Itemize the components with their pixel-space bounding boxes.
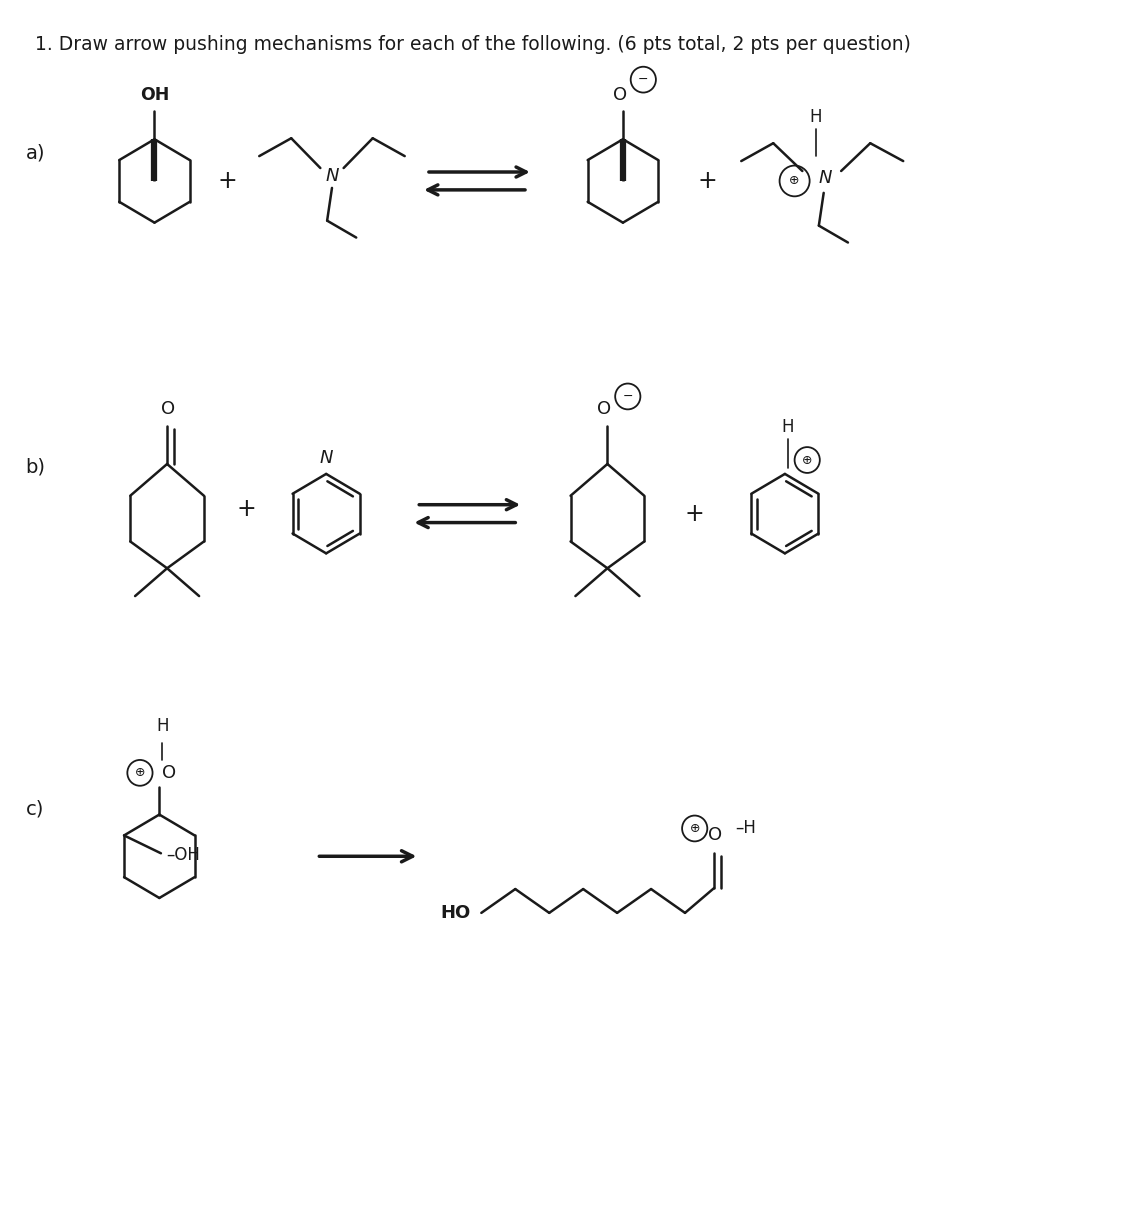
Text: O: O (161, 400, 175, 418)
Text: H: H (156, 717, 168, 735)
Text: ⊕: ⊕ (789, 175, 799, 188)
Text: N: N (320, 449, 333, 467)
Text: b): b) (26, 457, 45, 475)
Text: –H: –H (735, 820, 756, 837)
Text: +: + (698, 169, 717, 193)
Text: O: O (163, 764, 176, 782)
Text: –OH: –OH (167, 847, 201, 865)
Text: ⊕: ⊕ (690, 822, 700, 835)
Text: +: + (685, 502, 704, 525)
Text: OH: OH (140, 86, 169, 104)
Text: +: + (218, 169, 237, 193)
Text: −: − (622, 389, 633, 403)
Text: ⊕: ⊕ (134, 767, 146, 779)
Text: c): c) (26, 799, 44, 819)
Text: −: − (638, 73, 648, 86)
Text: HO: HO (440, 904, 471, 922)
Text: ⊕: ⊕ (802, 454, 813, 467)
Text: H: H (809, 108, 822, 126)
Text: +: + (237, 496, 256, 520)
Text: N: N (819, 169, 832, 187)
Text: 1. Draw arrow pushing mechanisms for each of the following. (6 pts total, 2 pts : 1. Draw arrow pushing mechanisms for eac… (35, 35, 911, 53)
Text: O: O (613, 86, 627, 104)
Text: O: O (708, 826, 723, 844)
Text: N: N (325, 167, 339, 184)
Text: H: H (781, 418, 794, 437)
Text: O: O (597, 400, 612, 418)
Text: a): a) (26, 143, 45, 163)
